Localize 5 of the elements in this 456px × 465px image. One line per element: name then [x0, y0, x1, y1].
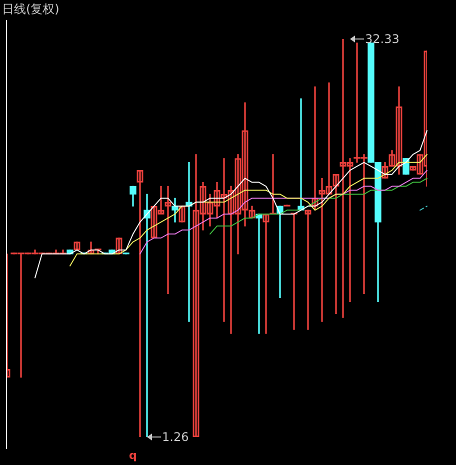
annotation: 32.33	[365, 32, 400, 46]
chart-title: 日线(复权)	[2, 1, 60, 18]
annotation: 1.26	[162, 430, 189, 444]
candlestick	[178, 206, 186, 222]
text: q	[129, 449, 137, 462]
